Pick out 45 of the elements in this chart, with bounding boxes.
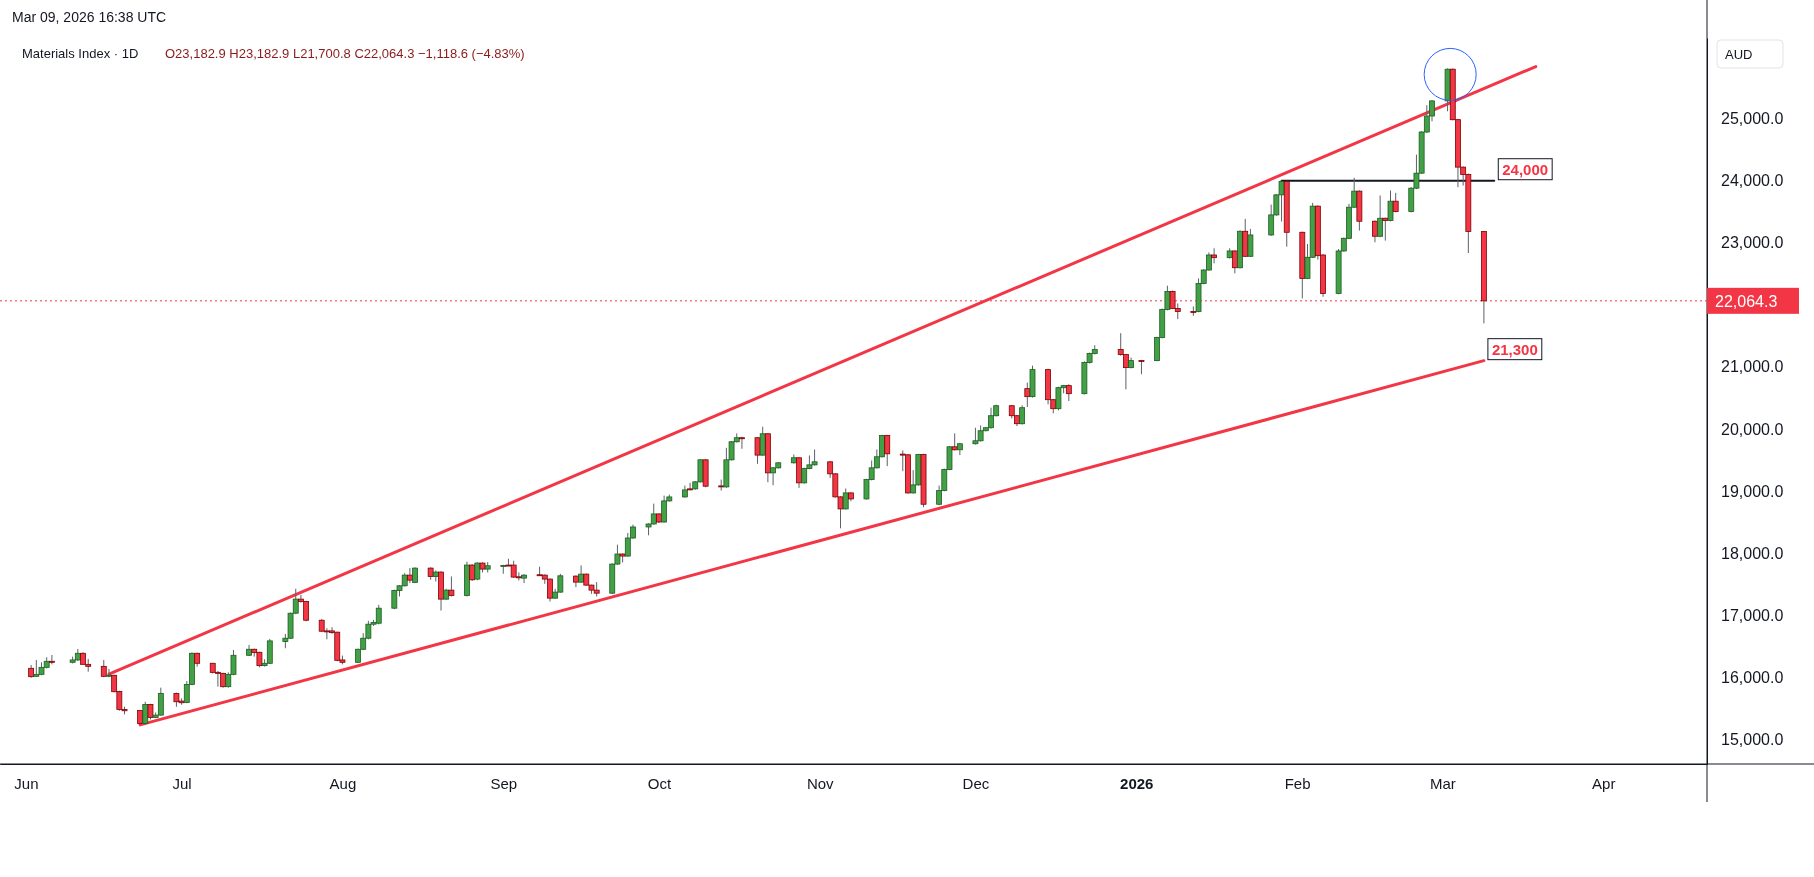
x-tick-label: Nov [806, 774, 835, 792]
y-tick-label: 21,000.0 [1721, 358, 1784, 376]
text: Materials Index · 1D [22, 46, 139, 61]
y-tick-label: 15,000.0 [1721, 730, 1784, 748]
y-tick-label: 25,000.0 [1721, 110, 1784, 128]
candlestick [1387, 189, 1394, 222]
candlestick [1122, 353, 1129, 390]
annotation: 21,300 [1491, 340, 1538, 358]
x-tick-label: Oct [647, 774, 672, 792]
y-tick-label: 23,000.0 [1721, 234, 1784, 252]
x-tick-label: Jun [14, 774, 39, 792]
y-tick-label: 18,000.0 [1721, 544, 1784, 562]
y-tick-label: 16,000.0 [1721, 668, 1784, 686]
candlestick [1024, 382, 1031, 408]
candlestick [1377, 194, 1384, 238]
x-tick-label: Feb [1284, 774, 1311, 792]
annotation: 24,000 [1502, 160, 1549, 178]
x-tick-label: Apr [1592, 774, 1616, 792]
candlestick [739, 436, 745, 450]
candlestick [754, 436, 761, 465]
y-tick-label: 19,000.0 [1721, 482, 1784, 500]
candlestick [1211, 247, 1217, 264]
y-tick-label: 24,000.0 [1721, 172, 1784, 190]
candlestick [1019, 404, 1026, 426]
x-tick-label: Aug [329, 774, 357, 792]
candlestick [884, 434, 891, 467]
y-axis-title: AUD [1725, 47, 1753, 62]
candlestick [759, 426, 766, 457]
candlestick [578, 564, 585, 584]
candlestick [406, 567, 413, 584]
candlestick [48, 654, 55, 665]
candlestick [1247, 228, 1254, 258]
x-tick-label: Dec [962, 774, 990, 792]
x-tick-label: Jul [172, 774, 192, 792]
x-tick-label: Sep [490, 774, 518, 792]
y-tick-label: 20,000.0 [1721, 420, 1784, 438]
text: O23,182.9 H23,182.9 L21,700.8 C22,064.3 −1,118.6 (−4.83%) [165, 46, 525, 61]
ref-line-label: 22,064.3 [1715, 292, 1778, 310]
candlestick [106, 668, 112, 678]
text: Mar 09, 2026 16:38 UTC [12, 9, 167, 25]
candlestick [687, 482, 693, 491]
y-tick-label: 17,000.0 [1721, 606, 1784, 624]
x-tick-label: Mar [1429, 774, 1456, 792]
candlestick [842, 488, 849, 511]
x-tick-label: 2026 [1120, 774, 1154, 792]
